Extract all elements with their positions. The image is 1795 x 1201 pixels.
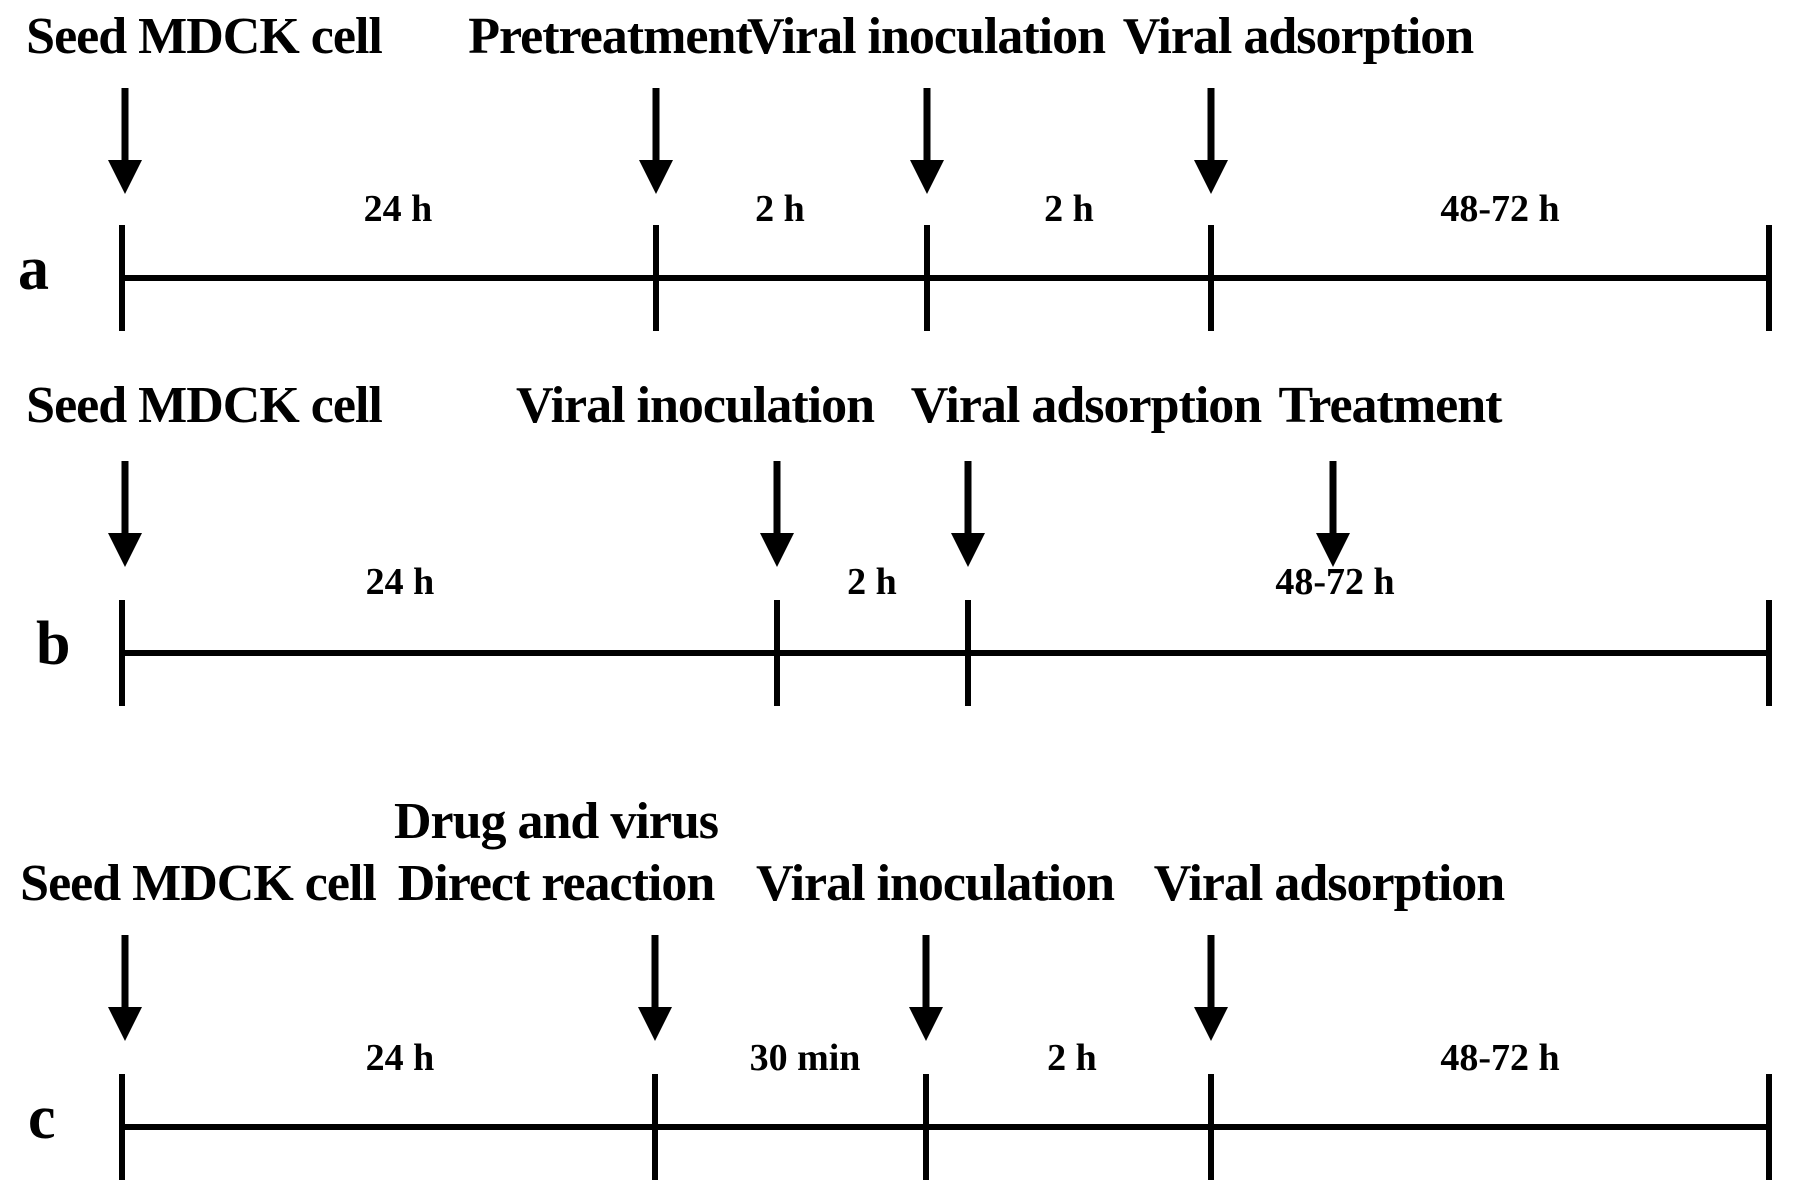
event-label: Pretreatment [468,8,752,65]
down-arrow [909,935,943,1041]
arrow-shaft [652,88,660,166]
event-label: Viral adsorption [1122,8,1474,65]
axis-tick [924,225,930,331]
axis-tick [119,600,125,706]
interval-label: 24 h [363,188,433,230]
arrow-head [1194,160,1228,194]
event-label: Viral adsorption [910,377,1262,434]
axis-tick [119,1074,125,1180]
arrow-shaft [773,461,781,539]
interval-label: 24 h [365,561,435,603]
axis-tick [1208,225,1214,331]
arrow-head [1194,1007,1228,1041]
arrow-shaft [964,461,972,539]
arrow-head [638,1007,672,1041]
interval-label: 2 h [1044,188,1094,230]
interval-label: 24 h [365,1037,435,1079]
interval-label: 2 h [755,188,805,230]
axis-tick [1766,1074,1772,1180]
arrow-head [108,533,142,567]
arrow-shaft [1207,935,1215,1013]
panel-letter-a: a [18,235,49,303]
arrow-shaft [121,461,129,539]
arrow-shaft [651,935,659,1013]
timeline-axis [119,650,1772,656]
arrow-shaft [922,935,930,1013]
interval-label: 2 h [1047,1037,1097,1079]
arrow-head [910,160,944,194]
arrow-shaft [1207,88,1215,166]
interval-label: 48-72 h [1440,188,1560,230]
axis-tick [653,225,659,331]
axis-tick [1766,225,1772,331]
down-arrow [1194,935,1228,1041]
event-label: Drug and virus [393,793,719,850]
down-arrow [108,935,142,1041]
arrow-head [108,1007,142,1041]
arrow-head [760,533,794,567]
interval-label: 30 min [749,1037,861,1079]
arrow-shaft [121,935,129,1013]
axis-tick [1766,600,1772,706]
axis-tick [923,1074,929,1180]
arrow-head [108,160,142,194]
interval-label: 48-72 h [1275,561,1395,603]
axis-tick [1208,1074,1214,1180]
down-arrow [910,88,944,194]
down-arrow [639,88,673,194]
interval-label: 48-72 h [1440,1037,1560,1079]
panel-letter-b: b [36,610,71,678]
arrow-shaft [121,88,129,166]
down-arrow [1316,461,1350,567]
event-label: Treatment [1278,377,1503,434]
down-arrow [760,461,794,567]
arrow-head [639,160,673,194]
event-label: Viral inoculation [746,8,1106,65]
event-label: Seed MDCK cell [20,855,377,912]
axis-tick [965,600,971,706]
event-label: Seed MDCK cell [26,377,383,434]
interval-label: 2 h [847,561,897,603]
event-label: Viral inoculation [515,377,875,434]
axis-tick [774,600,780,706]
event-label: Viral inoculation [755,855,1115,912]
down-arrow [108,461,142,567]
down-arrow [108,88,142,194]
axis-tick [652,1074,658,1180]
arrow-shaft [1329,461,1337,539]
arrow-shaft [923,88,931,166]
arrow-head [951,533,985,567]
axis-tick [119,225,125,331]
timeline-axis [119,1124,1772,1130]
arrow-head [1316,533,1350,567]
event-label: Seed MDCK cell [26,8,383,65]
down-arrow [1194,88,1228,194]
arrow-head [909,1007,943,1041]
event-label: Viral adsorption [1153,855,1505,912]
down-arrow [951,461,985,567]
timeline-axis [119,275,1772,281]
event-label: Direct reaction [397,855,716,912]
panel-letter-c: c [28,1084,56,1152]
down-arrow [638,935,672,1041]
